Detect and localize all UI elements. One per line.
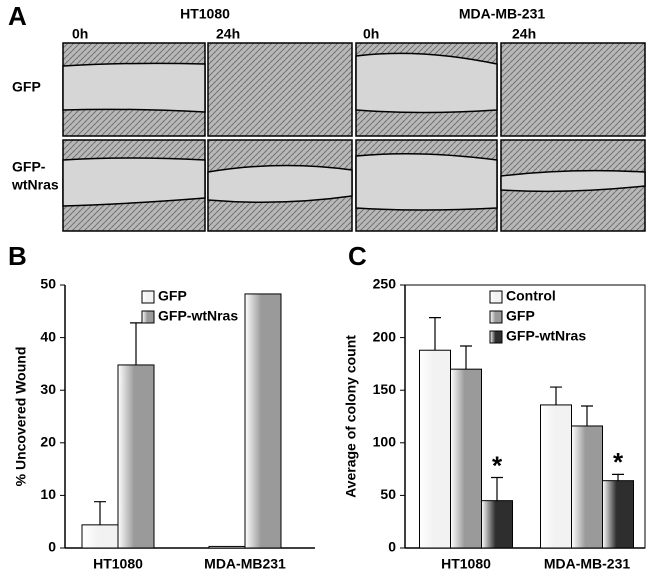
x-tick-label: HT1080 <box>93 556 143 572</box>
y-tick-label: 50 <box>380 486 396 502</box>
panel-label: C <box>348 241 367 271</box>
y-tick-label: 200 <box>373 328 397 344</box>
x-tick-label: MDA-MB-231 <box>544 556 631 572</box>
y-tick-label: 10 <box>40 486 56 502</box>
error-bar <box>429 317 441 351</box>
error-bar <box>491 476 503 501</box>
y-tick-label: 40 <box>40 328 56 344</box>
significance-mark: * <box>613 447 624 477</box>
y-tick-label: 150 <box>373 381 397 397</box>
legend-label: GFP-wtNras <box>506 328 586 344</box>
x-tick-label: HT1080 <box>441 556 491 572</box>
time-label: 24h <box>216 26 240 42</box>
cell-line: MDA-MB-231 <box>459 6 546 22</box>
bar <box>117 364 155 549</box>
bar <box>208 545 246 549</box>
bar <box>419 349 451 549</box>
cell-line: HT1080 <box>180 6 230 22</box>
y-tick-label: 0 <box>388 539 396 555</box>
bar <box>481 500 513 549</box>
row-label: wtNras <box>11 177 59 193</box>
bar <box>81 524 119 549</box>
significance-mark: * <box>492 450 503 480</box>
y-axis-label: % Uncovered Wound <box>13 347 29 487</box>
error-bar <box>130 322 142 365</box>
bar <box>540 404 572 549</box>
legend-label: GFP <box>158 288 187 304</box>
y-tick-label: 100 <box>373 434 397 450</box>
row-label: GFP- <box>12 159 46 175</box>
y-axis-label: Average of colony count <box>343 335 359 498</box>
error-bar <box>94 501 106 525</box>
legend-label: GFP-wtNras <box>158 308 238 324</box>
time-label: 24h <box>512 26 536 42</box>
bar <box>244 293 282 549</box>
time-label: 0h <box>72 26 88 42</box>
legend-swatch <box>489 290 503 304</box>
x-tick-label: MDA-MB231 <box>204 556 286 572</box>
panel-a: A HT1080 MDA-MB-231 0h 24h 0h 24h GFP GF… <box>8 1 646 232</box>
legend-swatch <box>489 330 503 344</box>
error-bar <box>581 405 593 426</box>
legend-swatch <box>141 290 155 304</box>
panel-label: B <box>8 241 27 271</box>
panel-label: A <box>8 1 27 31</box>
legend-label: Control <box>506 288 556 304</box>
y-tick-label: 50 <box>40 276 56 292</box>
legend-swatch <box>489 310 503 324</box>
bar <box>602 480 634 549</box>
micrographs <box>62 42 646 232</box>
bar <box>571 425 603 549</box>
legend-label: GFP <box>506 308 535 324</box>
y-tick-label: 20 <box>40 434 56 450</box>
legend-swatch <box>141 310 155 324</box>
error-bar <box>460 345 472 370</box>
bar <box>450 368 482 549</box>
time-label: 0h <box>363 26 379 42</box>
y-tick-label: 0 <box>48 539 56 555</box>
row-label: GFP <box>12 79 41 95</box>
y-tick-label: 30 <box>40 381 56 397</box>
y-tick-label: 250 <box>373 276 397 292</box>
error-bar <box>612 473 624 481</box>
error-bar <box>550 386 562 405</box>
